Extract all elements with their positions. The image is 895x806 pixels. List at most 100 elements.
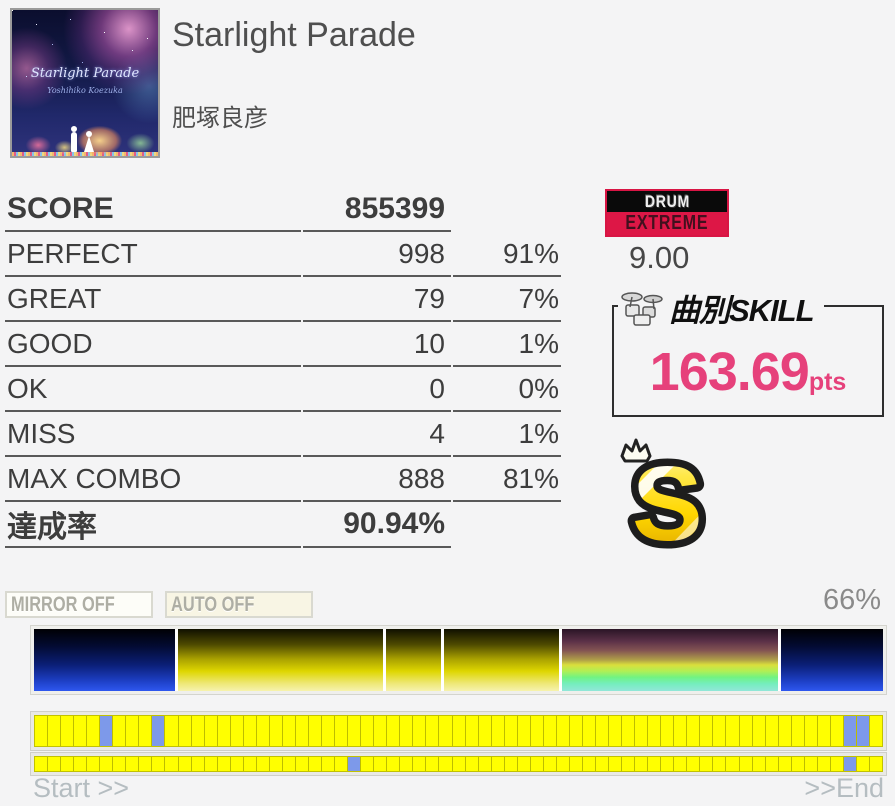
density-cell-yellow [230,716,244,746]
density-cell-yellow [48,716,62,746]
density-cell-yellow [465,716,479,746]
density-cell-yellow [35,716,49,746]
density-cell-yellow [661,716,675,746]
density-cell-yellow [178,716,192,746]
judge-row: GOOD 10 1% [5,322,561,367]
difficulty-badge: DRUM EXTREME [605,189,729,237]
skill-title: 曲別SKILL [669,293,815,328]
density-cell-yellow [400,716,414,746]
density-cell-yellow [517,716,531,746]
density-cell-yellow [739,757,753,771]
density-cell-yellow [100,757,114,771]
auto-modifier-badge: AUTO OFF [165,591,313,618]
achievement-row: 達成率 90.94% [5,502,561,548]
density-cell-yellow [556,757,570,771]
judge-row: GREAT 79 7% [5,277,561,322]
density-cell-yellow [817,716,831,746]
density-cell-yellow [713,716,727,746]
density-cell-yellow [413,757,427,771]
end-label: >>End [804,773,884,803]
density-cell-yellow [609,716,623,746]
album-art-title-text: Starlight Parade [30,66,140,81]
silhouette-man [70,126,78,152]
density-cell-yellow [817,757,831,771]
density-cell-yellow [295,716,309,746]
density-cell-yellow [752,757,766,771]
density-cell-yellow [517,757,531,771]
density-cell-yellow [282,716,296,746]
density-cell-yellow [870,757,883,771]
density-cell-yellow [452,757,466,771]
density-cell-yellow [778,757,792,771]
density-cell-yellow [765,716,779,746]
density-cell-yellow [739,716,753,746]
density-cell-yellow [491,716,505,746]
density-cell-yellow [256,757,270,771]
start-label: Start >> [33,773,130,803]
density-cell-yellow [217,757,231,771]
song-artist: 肥塚良彦 [172,105,268,132]
density-cell-yellow [439,757,453,771]
density-cell-yellow [596,757,610,771]
density-cell-yellow [361,716,375,746]
achievement-label: 達成率 [5,502,301,548]
graph-segment-yellow [444,629,559,691]
density-cell-yellow [243,716,257,746]
judge-row: PERFECT 998 91% [5,232,561,277]
density-cell-yellow [478,716,492,746]
rank-s-icon: S S [620,438,710,571]
density-cell-yellow [661,757,675,771]
density-cell-yellow [687,716,701,746]
density-cell-yellow [504,757,518,771]
density-cell-yellow [269,716,283,746]
silhouette-woman [84,131,94,152]
mirror-modifier-badge: MIRROR OFF [5,591,153,618]
density-cell-yellow [335,757,349,771]
density-cell-yellow [726,716,740,746]
density-cell-yellow [439,716,453,746]
density-cell-blue [348,757,362,771]
density-cell-yellow [830,757,844,771]
density-cell-yellow [726,757,740,771]
density-cell-yellow [752,716,766,746]
density-cell-yellow [335,716,349,746]
skill-box: 曲別SKILL 163.69pts [612,285,884,417]
density-cell-yellow [609,757,623,771]
density-cell-yellow [778,716,792,746]
density-cell-yellow [374,716,388,746]
density-cell-yellow [622,757,636,771]
density-cell-blue [100,716,114,746]
density-cell-yellow [243,757,257,771]
density-cell-yellow [256,716,270,746]
density-cell-yellow [322,716,336,746]
density-cell-yellow [126,757,140,771]
density-cell-yellow [504,716,518,746]
song-title: Starlight Parade [172,16,416,54]
density-cell-yellow [374,757,388,771]
note-density-row-2 [34,756,883,772]
density-cell-yellow [569,757,583,771]
density-cell-yellow [400,757,414,771]
density-cell-yellow [282,757,296,771]
density-cell-yellow [308,716,323,746]
density-cell-yellow [178,757,192,771]
density-cell-yellow [556,716,570,746]
density-cell-yellow [139,757,153,771]
skill-unit: pts [808,368,847,396]
density-cell-yellow [791,757,805,771]
density-cell-yellow [295,757,309,771]
note-density-row-1-frame [30,711,887,751]
density-cell-yellow [413,716,427,746]
skill-header: 曲別SKILL [618,285,824,330]
density-cell-yellow [387,757,401,771]
density-cell-yellow [530,716,544,746]
density-cell-yellow [582,716,597,746]
density-cell-yellow [804,757,818,771]
difficulty-badge-bottom: EXTREME [607,212,727,235]
density-cell-yellow [804,716,818,746]
density-cell-yellow [465,757,479,771]
density-cell-yellow [191,716,205,746]
density-cell-yellow [543,716,557,746]
album-art-artist-text: Yoshihiko Koezuka [47,86,123,95]
